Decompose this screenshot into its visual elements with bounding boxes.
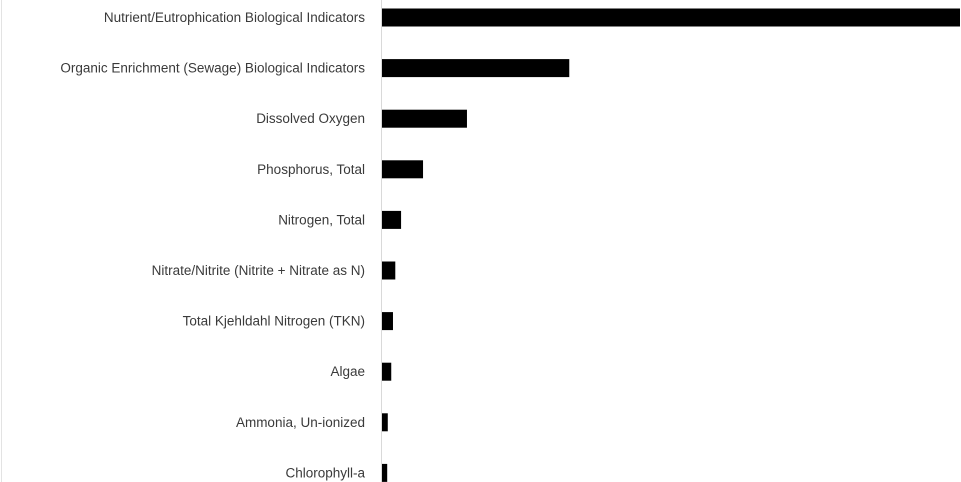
category-label: Nitrate/Nitrite (Nitrite + Nitrate as N) bbox=[152, 263, 365, 278]
bar bbox=[382, 109, 467, 128]
category-label: Nutrient/Eutrophication Biological Indic… bbox=[104, 10, 365, 25]
bar bbox=[382, 362, 392, 381]
category-label: Organic Enrichment (Sewage) Biological I… bbox=[60, 61, 365, 76]
category-label: Total Kjehldahl Nitrogen (TKN) bbox=[183, 314, 365, 329]
category-label: Nitrogen, Total bbox=[278, 212, 365, 227]
bar bbox=[382, 210, 402, 229]
category-labels: Nutrient/Eutrophication Biological Indic… bbox=[60, 10, 365, 480]
bar bbox=[382, 312, 393, 331]
category-label: Phosphorus, Total bbox=[257, 162, 365, 177]
bar bbox=[382, 160, 424, 179]
bar bbox=[382, 59, 570, 78]
category-label: Ammonia, Un-ionized bbox=[236, 415, 365, 430]
bar bbox=[382, 413, 388, 432]
category-label: Chlorophyll-a bbox=[285, 465, 365, 480]
category-label: Dissolved Oxygen bbox=[256, 111, 365, 126]
bar bbox=[382, 463, 388, 482]
bar bbox=[382, 261, 396, 280]
bar bbox=[382, 8, 960, 27]
category-label: Algae bbox=[330, 364, 365, 379]
bars bbox=[382, 8, 960, 482]
